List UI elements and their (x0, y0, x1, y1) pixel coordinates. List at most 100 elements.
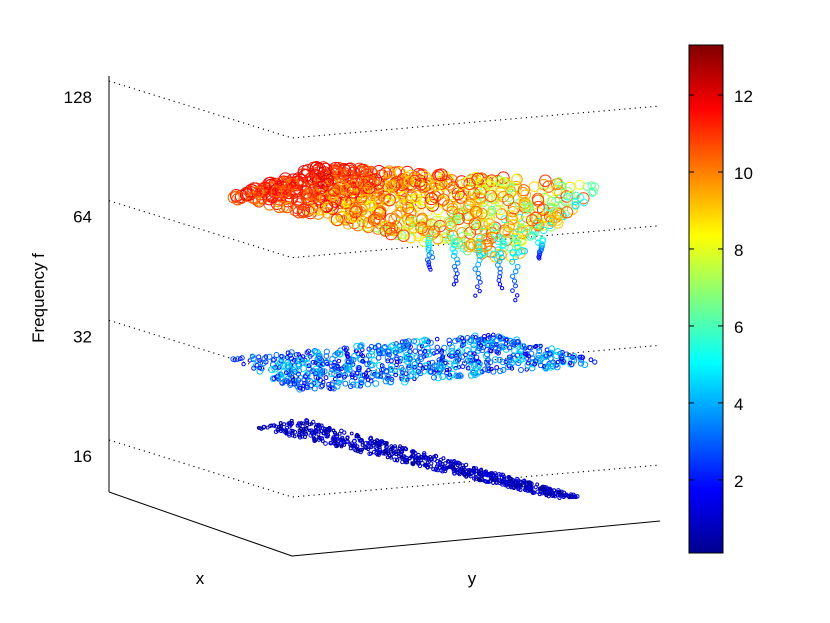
data-point (388, 224, 401, 237)
data-point (428, 267, 433, 272)
data-point (571, 492, 576, 497)
data-point (560, 197, 570, 207)
data-point (395, 178, 409, 192)
data-point (349, 372, 355, 378)
colorbar-gradient (688, 44, 724, 554)
data-point (567, 353, 572, 358)
data-point (279, 380, 285, 386)
data-point (449, 234, 457, 242)
data-point (455, 260, 461, 266)
data-point (354, 433, 360, 439)
data-point (395, 199, 408, 212)
data-point (391, 450, 396, 455)
data-point (388, 362, 396, 371)
data-point (443, 461, 448, 466)
data-point (475, 337, 482, 344)
data-point (385, 348, 391, 355)
data-point (496, 356, 503, 364)
data-point (349, 205, 362, 219)
data-point (335, 379, 342, 386)
data-point (495, 333, 502, 340)
data-point (434, 336, 440, 342)
data-point (336, 350, 344, 358)
data-point (368, 440, 373, 445)
data-point (510, 288, 515, 293)
data-point (350, 356, 357, 363)
data-point (270, 357, 276, 363)
data-point (407, 373, 414, 380)
data-point (323, 359, 330, 366)
data-point (305, 377, 311, 383)
data-point (509, 366, 515, 371)
data-point (453, 372, 460, 379)
data-point (308, 382, 315, 389)
data-point (299, 185, 313, 199)
data-point (402, 341, 410, 349)
data-point (257, 358, 262, 363)
data-point (429, 254, 436, 261)
data-point (524, 202, 535, 212)
data-point (588, 357, 594, 363)
data-point (321, 168, 334, 181)
data-point (296, 205, 310, 219)
data-point (265, 425, 270, 430)
data-point (395, 359, 400, 365)
data-point (332, 184, 344, 197)
data-point (411, 364, 419, 372)
data-point (270, 185, 283, 198)
data-point (556, 488, 561, 493)
data-point (367, 350, 376, 359)
data-point (571, 357, 578, 364)
data-point (302, 374, 308, 380)
data-point (356, 434, 361, 439)
data-point (569, 492, 574, 497)
data-point (353, 342, 361, 350)
data-point (268, 366, 276, 374)
data-point (388, 358, 394, 364)
data-point (461, 471, 467, 477)
data-point (375, 354, 382, 361)
data-point (464, 198, 476, 211)
data-point (514, 263, 521, 270)
data-point (433, 467, 438, 472)
data-point (559, 489, 564, 494)
data-point (552, 494, 558, 499)
data-point (517, 184, 530, 197)
data-point (431, 362, 438, 369)
data-point (262, 424, 267, 429)
data-point (410, 193, 422, 204)
data-point (276, 371, 284, 379)
data-point (392, 230, 403, 241)
data-point (292, 206, 305, 219)
data-point (385, 449, 390, 454)
data-point (516, 486, 521, 491)
data-point (289, 184, 303, 198)
data-point (466, 470, 471, 476)
data-point (453, 274, 459, 280)
data-point (443, 360, 448, 366)
data-point (304, 418, 309, 423)
data-point (355, 364, 363, 372)
data-point (476, 243, 483, 251)
data-point (485, 357, 491, 363)
data-point (473, 293, 478, 298)
data-point (339, 444, 344, 449)
data-point (498, 234, 506, 242)
data-point (284, 354, 290, 360)
data-point (468, 474, 473, 479)
data-point (479, 369, 485, 375)
data-point (497, 334, 503, 340)
colorbar-tick-label: 8 (734, 241, 743, 260)
data-point (580, 198, 589, 207)
data-point (309, 428, 314, 433)
data-point (266, 353, 273, 360)
data-point (431, 369, 437, 375)
data-point (560, 206, 574, 219)
data-point (471, 469, 477, 474)
data-point (404, 218, 416, 230)
data-point (463, 462, 469, 468)
data-point (470, 362, 478, 370)
data-point (476, 477, 481, 481)
data-point (542, 364, 547, 369)
colorbar-tick-label: 12 (734, 87, 753, 106)
